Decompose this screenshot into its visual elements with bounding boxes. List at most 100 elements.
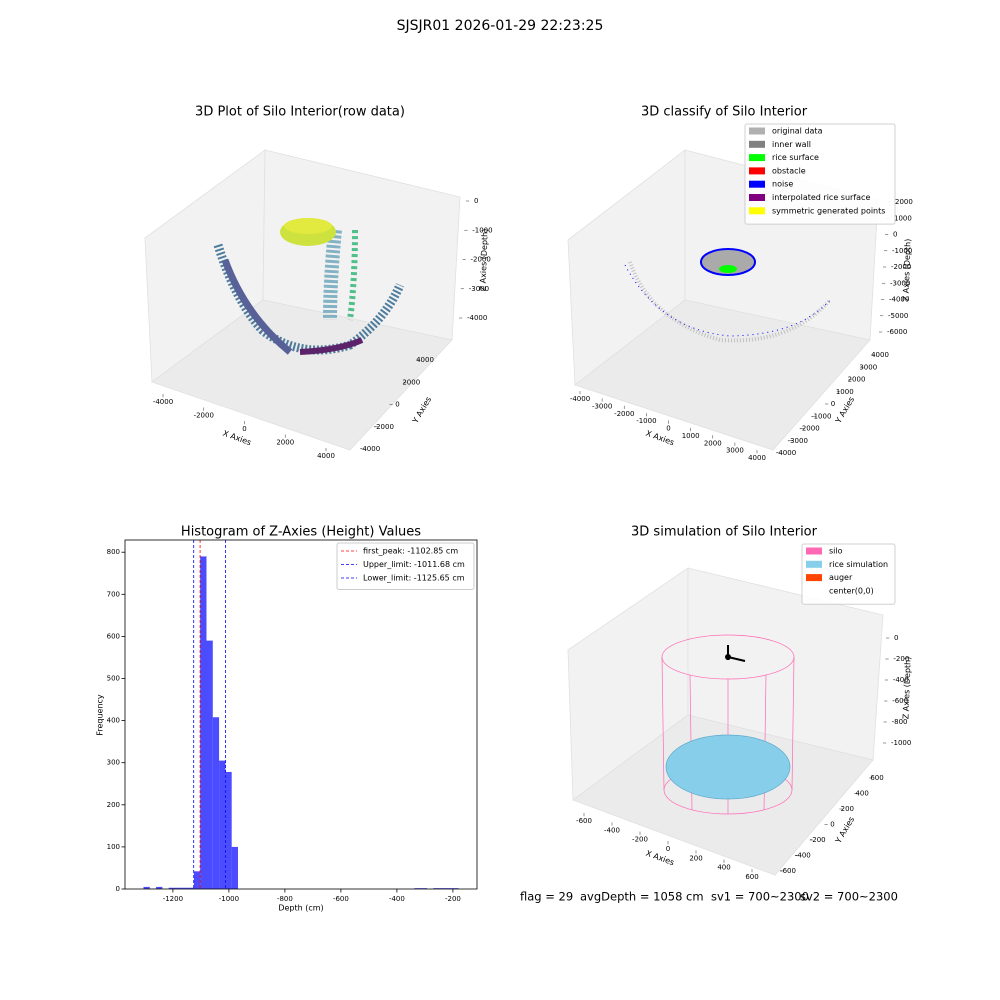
x-tick-label: 0 [666, 425, 670, 433]
y-tick-label: -1000 [811, 412, 831, 420]
plot-frame [124, 539, 478, 890]
legend-swatch [749, 154, 765, 162]
z-axis-label: Z Axies (Depth) [901, 239, 912, 302]
y-tick-label: 400 [107, 717, 120, 725]
panel-2-points [624, 248, 833, 343]
z-axis-label: Z Axies (Depth) [478, 229, 489, 292]
y-tick-label: 600 [107, 632, 120, 640]
legend-label: auger [829, 573, 853, 582]
legend-swatch [749, 167, 765, 175]
bar [200, 556, 207, 889]
z-tick-label: -1000 [472, 226, 492, 234]
y-tick-label: -600 [780, 867, 796, 875]
x-tick-label: 2000 [704, 439, 722, 447]
bar [439, 888, 446, 889]
bar [231, 846, 238, 889]
z-tick-label: 1000 [894, 214, 912, 222]
x-tick-label: -400 [389, 895, 405, 903]
legend-swatch [749, 194, 765, 201]
bar [193, 871, 201, 889]
z-tick-label: 0 [894, 634, 898, 642]
bar [174, 887, 182, 889]
x-tick-label: 3000 [726, 447, 744, 455]
panel-1-panes [144, 149, 461, 451]
x-axis-label: X Axies [645, 849, 676, 868]
x-tick-label: 400 [717, 864, 730, 872]
legend-label: interpolated rice surface [772, 193, 870, 202]
y-axis-label: Y Axies [833, 815, 856, 845]
z-tick-label: 0 [474, 197, 478, 205]
legend-label: rice surface [772, 153, 819, 162]
bar [156, 886, 163, 889]
legend-label: original data [772, 127, 823, 136]
x-axis-label: Depth (cm) [278, 904, 323, 913]
x-tick-label: -4000 [153, 398, 173, 406]
legend-label: silo [829, 547, 843, 556]
z-tick-label: -400 [893, 676, 909, 684]
y-tick-label: -4000 [776, 449, 796, 457]
legend-label: center(0,0) [829, 586, 874, 595]
z-tick-label: -3000 [890, 279, 910, 287]
x-tick-label: 4000 [748, 454, 766, 462]
x-axis-label: X Axies [222, 429, 253, 448]
y-tick-label: 500 [107, 675, 120, 683]
y-tick-label: 2000 [402, 378, 420, 386]
y-tick-label: 200 [841, 805, 854, 813]
x-tick-label: 0 [666, 845, 670, 853]
x-tick-label: -1000 [636, 417, 656, 425]
y-axis-label: Y Axies [410, 395, 433, 425]
x-tick-label: 1000 [682, 432, 700, 440]
x-tick-label: -600 [333, 895, 349, 903]
y-tick-label: 4000 [416, 356, 434, 364]
bar [206, 640, 213, 889]
x-tick-label: 600 [745, 873, 758, 881]
legend-label: noise [772, 180, 793, 189]
legend-box [336, 542, 475, 590]
y-axis-label: Frequency [96, 694, 105, 736]
legend-label: Upper_limit: -1011.68 cm [363, 560, 465, 569]
z-tick-label: -600 [892, 697, 908, 705]
legend-label: first_peak: -1102.85 cm [363, 547, 458, 556]
bar [452, 888, 459, 889]
y-tick-label: 400 [855, 790, 868, 798]
legend-swatch [749, 127, 765, 135]
y-axis-label: Y Axies [833, 395, 856, 425]
subplot-title: Histogram of Z-Axies (Height) Values [181, 525, 421, 540]
z-tick-label: -4000 [467, 314, 487, 322]
bar [168, 887, 175, 889]
footer-text: sv2 = 700~2300 [800, 890, 898, 904]
z-tick-label: -5000 [888, 312, 908, 320]
z-tick-label: -1000 [891, 739, 911, 747]
y-tick-label: 1000 [836, 388, 854, 396]
x-tick-label: -600 [576, 817, 592, 825]
subplot-title: 3D Plot of Silo Interior(row data) [195, 105, 405, 120]
bar [143, 886, 150, 889]
y-tick-label: -2000 [374, 423, 394, 431]
legend-box [801, 543, 896, 605]
panel-1-points [213, 218, 405, 355]
x-tick-label: -2000 [194, 412, 214, 420]
bar [219, 760, 226, 889]
z-tick-label: -6000 [887, 328, 907, 336]
legend-box [744, 123, 896, 225]
y-tick-label: 0 [831, 400, 835, 408]
y-tick-label: 200 [107, 801, 120, 809]
y-tick-label: 800 [107, 548, 120, 556]
bar [187, 887, 194, 889]
bar [420, 888, 428, 889]
y-tick-label: 700 [107, 590, 120, 598]
x-tick-label: 2000 [276, 439, 294, 447]
legend-label: inner wall [772, 140, 811, 149]
z-tick-label: -2000 [891, 263, 911, 271]
bar [181, 887, 188, 889]
x-tick-label: -4000 [570, 395, 590, 403]
footer-text: avgDepth = 1058 cm [580, 890, 704, 904]
legend-label: symmetric generated points [772, 206, 885, 215]
x-tick-label: -200 [445, 895, 461, 903]
subplot-title: 3D simulation of Silo Interior [631, 525, 818, 540]
bar [445, 888, 453, 889]
y-tick-label: -2000 [799, 425, 819, 433]
z-tick-label: 0 [893, 231, 897, 239]
bar [212, 717, 220, 889]
z-axis-label: Z Axies (Depth) [901, 657, 912, 720]
